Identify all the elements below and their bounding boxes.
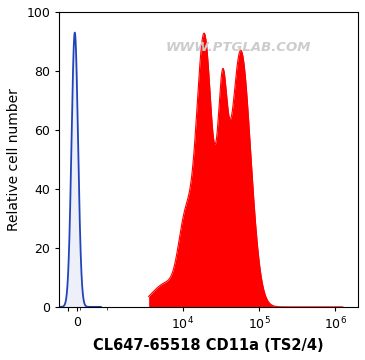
X-axis label: CL647-65518 CD11a (TS2/4): CL647-65518 CD11a (TS2/4) xyxy=(93,338,324,353)
Text: WWW.PTGLAB.COM: WWW.PTGLAB.COM xyxy=(166,41,311,54)
Y-axis label: Relative cell number: Relative cell number xyxy=(7,88,21,231)
